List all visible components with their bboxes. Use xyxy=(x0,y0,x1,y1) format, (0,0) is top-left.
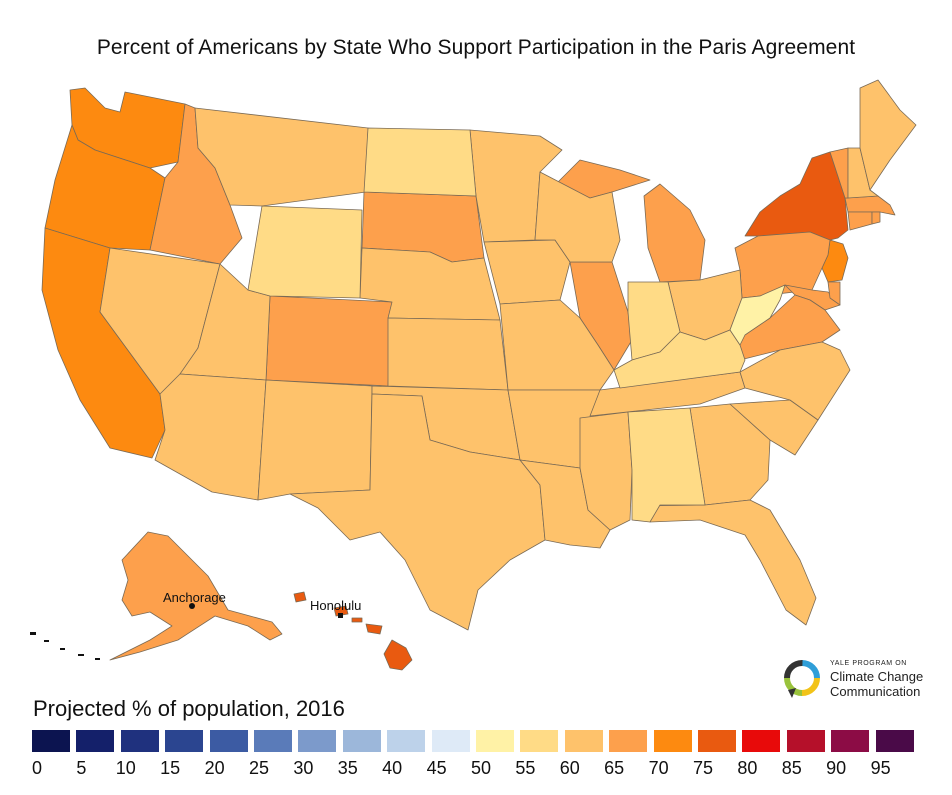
state-group-70 xyxy=(41,87,849,459)
legend-swatch-45 xyxy=(431,730,470,752)
legend-tick-0: 0 xyxy=(31,758,42,778)
state-group-50 xyxy=(729,284,786,346)
honolulu-marker xyxy=(338,613,343,618)
state-group-75 xyxy=(293,151,849,671)
legend-swatch-15 xyxy=(165,730,204,752)
state-co[interactable] xyxy=(265,295,393,387)
state-de[interactable] xyxy=(827,281,841,306)
state-ia[interactable] xyxy=(483,239,571,305)
legend-tick-85: 85 xyxy=(781,758,802,778)
legend-tick-50: 50 xyxy=(470,758,492,778)
legend-tick-25: 25 xyxy=(248,758,270,778)
state-nm[interactable] xyxy=(257,379,373,501)
legend-tick-70: 70 xyxy=(648,758,669,778)
state-mi[interactable] xyxy=(643,183,706,283)
logo-line3: Communication xyxy=(830,684,921,699)
legend-swatch-55 xyxy=(520,730,559,752)
legend-swatch-5 xyxy=(76,730,115,752)
state-group-60 xyxy=(99,79,917,631)
legend-tick-45: 45 xyxy=(426,758,447,778)
legend-tick-30: 30 xyxy=(293,758,314,778)
legend-tick-40: 40 xyxy=(382,758,403,778)
legend-swatch-35 xyxy=(342,730,381,752)
state-hi-maui[interactable] xyxy=(365,623,383,635)
legend-swatch-20 xyxy=(209,730,248,752)
state-nh[interactable] xyxy=(847,147,879,199)
legend-swatch-30 xyxy=(298,730,337,752)
state-sc[interactable] xyxy=(729,399,819,456)
legend-swatch-40 xyxy=(387,730,426,752)
legend-tick-80: 80 xyxy=(737,758,758,778)
state-me[interactable] xyxy=(859,79,917,191)
state-hi-oahu[interactable] xyxy=(333,605,349,617)
state-wi[interactable] xyxy=(534,171,621,263)
honolulu-label: Honolulu xyxy=(310,598,361,613)
logo-line1: YALE PROGRAM ON xyxy=(830,660,907,667)
legend-swatch-0 xyxy=(32,730,70,752)
legend-swatch-60 xyxy=(564,730,603,752)
legend-tick-55: 55 xyxy=(515,758,536,778)
aleutian-islands xyxy=(30,632,100,660)
legend-tick-90: 90 xyxy=(826,758,847,778)
state-wv[interactable] xyxy=(729,284,786,346)
legend-tick-60: 60 xyxy=(559,758,580,778)
legend-tick-65: 65 xyxy=(604,758,625,778)
legend-swatch-90 xyxy=(831,730,870,752)
state-al[interactable] xyxy=(627,407,706,523)
logo-line2: Climate Change xyxy=(830,669,924,684)
legend-swatch-85 xyxy=(786,730,825,752)
state-ks[interactable] xyxy=(387,317,509,391)
state-ct[interactable] xyxy=(847,211,873,231)
state-ak[interactable] xyxy=(109,531,283,661)
legend-swatch-80 xyxy=(742,730,781,752)
legend-swatch-95 xyxy=(875,730,914,752)
legend-swatch-10 xyxy=(120,730,159,752)
legend: 0 5 10 15 20 25 30 35 40 45 50 55 60 65 70 75 80 85 90 95 xyxy=(32,730,922,790)
legend-tick-10: 10 xyxy=(115,758,136,778)
legend-tick-75: 75 xyxy=(692,758,714,778)
legend-swatch-70 xyxy=(653,730,692,752)
legend-swatch-25 xyxy=(254,730,292,752)
state-va[interactable] xyxy=(739,294,841,361)
legend-swatch-65 xyxy=(609,730,648,752)
state-nd[interactable] xyxy=(363,127,477,197)
state-hi-big-island[interactable] xyxy=(383,639,413,671)
legend-tick-15: 15 xyxy=(160,758,181,778)
state-wy[interactable] xyxy=(247,205,363,299)
map-title: Percent of Americans by State Who Suppor… xyxy=(96,36,856,59)
legend-swatch-75 xyxy=(698,730,736,752)
state-ny[interactable] xyxy=(744,151,849,241)
state-group-55 xyxy=(247,127,746,523)
anchorage-marker xyxy=(189,603,195,609)
legend-tick-20: 20 xyxy=(204,758,225,778)
legend-title: Projected % of population, 2016 xyxy=(33,696,345,721)
state-az[interactable] xyxy=(154,373,267,501)
state-tx[interactable] xyxy=(289,393,546,631)
state-hi-molokai[interactable] xyxy=(351,617,363,623)
state-ri[interactable] xyxy=(871,211,881,225)
state-group-65 xyxy=(109,103,896,661)
anchorage-label: Anchorage xyxy=(163,590,226,605)
yale-logo-icon xyxy=(784,660,820,698)
legend-swatch-50 xyxy=(476,730,514,752)
state-hi-kauai[interactable] xyxy=(293,591,307,603)
state-nc[interactable] xyxy=(739,341,851,421)
legend-tick-5: 5 xyxy=(76,758,87,778)
legend-tick-35: 35 xyxy=(337,758,358,778)
state-fl[interactable] xyxy=(631,499,817,626)
legend-tick-95: 95 xyxy=(870,758,891,778)
yale-climate-logo: YALE PROGRAM ON Climate Change Communica… xyxy=(780,656,940,702)
